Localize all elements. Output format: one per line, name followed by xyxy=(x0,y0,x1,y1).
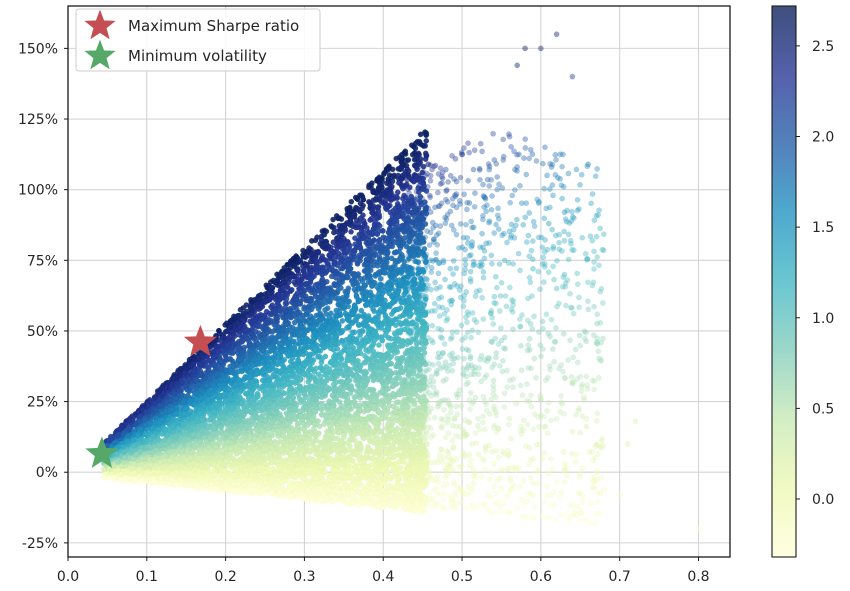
portfolio-point xyxy=(308,238,315,244)
portfolio-point xyxy=(385,203,391,210)
portfolio-point xyxy=(381,407,388,414)
portfolio-point xyxy=(348,228,354,235)
portfolio-point xyxy=(376,342,382,348)
portfolio-point xyxy=(302,254,309,260)
plot-area xyxy=(67,5,731,558)
portfolio-point xyxy=(348,198,355,205)
scatter-points xyxy=(100,31,702,532)
portfolio-point xyxy=(339,318,346,324)
portfolio-point xyxy=(288,286,295,293)
portfolio-point xyxy=(314,234,320,241)
portfolio-point xyxy=(329,224,335,230)
